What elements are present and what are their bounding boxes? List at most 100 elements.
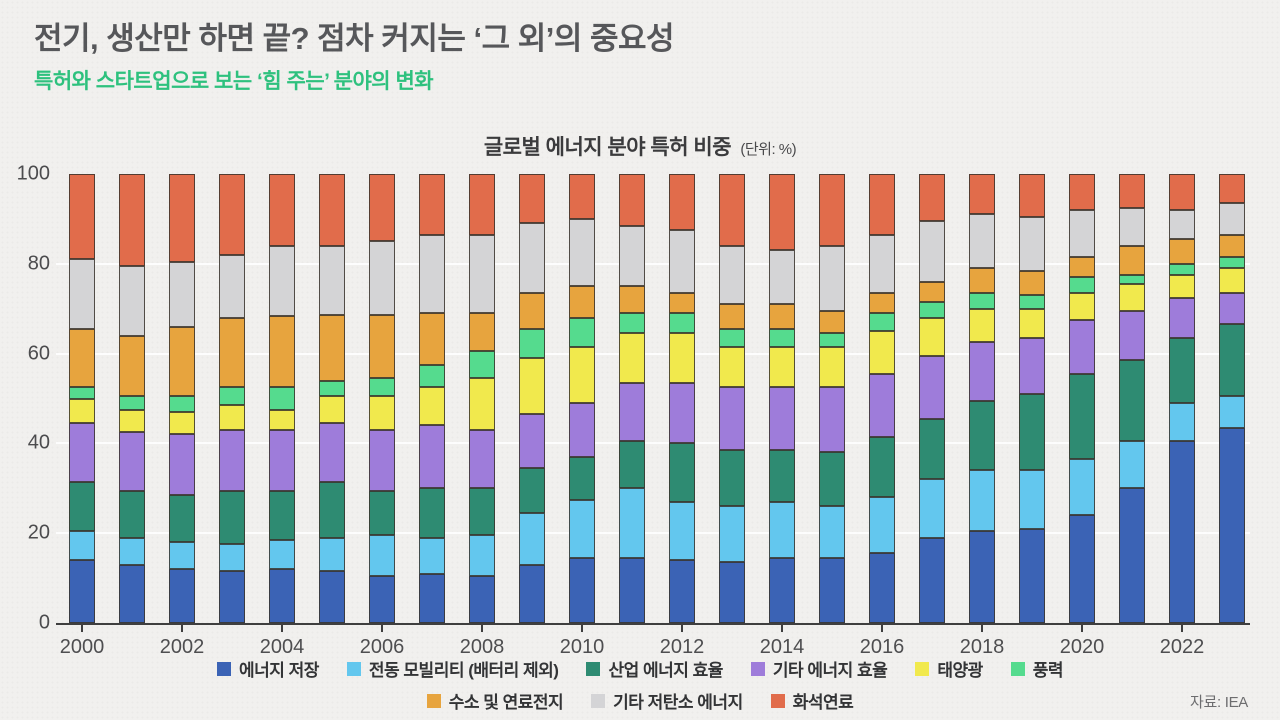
bar-segment [719, 174, 745, 246]
bar-segment [369, 575, 395, 623]
x-axis-label-2018: 2018 [959, 636, 1005, 658]
legend-label: 기타 저탄소 에너지 [613, 693, 743, 712]
legend-item: 수소 및 연료전지 [426, 688, 564, 713]
bar-segment [919, 317, 945, 356]
bar-segment [69, 530, 95, 561]
bar-segment [119, 266, 145, 336]
bar-segment [569, 346, 595, 404]
bar-segment [169, 434, 195, 496]
bar-segment [69, 423, 95, 482]
legend-swatch-icon [591, 693, 606, 708]
bar-segment [669, 501, 695, 561]
x-axis-label-2022: 2022 [1159, 636, 1205, 658]
bar-segment [269, 174, 295, 246]
chart-title: 글로벌 에너지 분야 특허 비중 (단위: %) [0, 131, 1280, 161]
bar-segment [969, 308, 995, 343]
bar-segment [169, 495, 195, 543]
bar-segment [119, 409, 145, 433]
bar-segment [119, 174, 145, 267]
bar-segment [769, 328, 795, 347]
legend-item: 에너지 저장 [216, 656, 319, 681]
x-axis-tick-2014 [781, 625, 783, 632]
bar-segment [419, 387, 445, 426]
bar-segment [1019, 394, 1045, 471]
bar-segment [669, 443, 695, 502]
bar-segment [519, 564, 545, 623]
bar-segment [1019, 174, 1045, 217]
bar-segment [919, 221, 945, 282]
bar-segment [819, 245, 845, 311]
bar-segment [1219, 203, 1245, 235]
bar-segment [1169, 263, 1195, 276]
bar-segment [219, 387, 245, 406]
x-axis-label-2010: 2010 [559, 636, 605, 658]
x-axis-tick-2008 [481, 625, 483, 632]
page-title: 전기, 생산만 하면 끝? 점차 커지는 ‘그 외’의 중요성 [34, 21, 675, 56]
y-axis-label-80: 80 [27, 252, 50, 275]
bar-segment [419, 425, 445, 489]
y-axis-label-60: 60 [27, 342, 50, 365]
bar-segment [69, 398, 95, 424]
bar-segment [869, 174, 895, 235]
bar-segment [319, 380, 345, 397]
bar-segment [1219, 396, 1245, 428]
legend-item: 화석연료 [770, 688, 854, 713]
x-axis-tick-2016 [881, 625, 883, 632]
bar-2000 [69, 174, 95, 623]
bar-segment [869, 293, 895, 314]
bar-segment [1219, 293, 1245, 325]
legend-item: 태양광 [915, 656, 983, 681]
bar-segment [569, 218, 595, 287]
bar-2004 [269, 174, 295, 623]
legend-item: 기타 저탄소 에너지 [591, 688, 743, 713]
gridline-80 [56, 262, 1250, 265]
bar-segment [919, 302, 945, 318]
bar-segment [1069, 209, 1095, 258]
bar-2009 [519, 174, 545, 623]
bar-segment [519, 358, 545, 415]
bar-segment [419, 313, 445, 365]
bar-segment [369, 535, 395, 576]
bar-segment [419, 537, 445, 574]
bar-segment [519, 513, 545, 565]
header: 전기, 생산만 하면 끝? 점차 커지는 ‘그 외’의 중요성 특허와 스타트업… [34, 20, 675, 95]
bar-segment [469, 351, 495, 379]
bar-2010 [569, 174, 595, 623]
bar-segment [1119, 441, 1145, 489]
bar-segment [919, 281, 945, 303]
bar-segment [319, 423, 345, 482]
x-axis-tick-2000 [81, 625, 83, 632]
bar-segment [69, 481, 95, 531]
bar-segment [569, 403, 595, 457]
bar-segment [1069, 293, 1095, 320]
gridline-20 [56, 532, 1250, 535]
bar-segment [219, 429, 245, 491]
bar-segment [969, 214, 995, 269]
legend-swatch-icon [586, 661, 601, 676]
bar-segment [769, 387, 795, 451]
legend-label: 에너지 저장 [238, 661, 319, 680]
bar-segment [1069, 459, 1095, 516]
bar-segment [1019, 308, 1045, 338]
bar-segment [919, 418, 945, 480]
legend-item: 산업 에너지 효율 [586, 656, 723, 681]
bar-segment [869, 497, 895, 554]
bar-segment [269, 569, 295, 623]
bar-segment [419, 573, 445, 623]
x-axis-tick-2010 [581, 625, 583, 632]
bar-segment [1069, 515, 1095, 623]
bar-segment [1219, 324, 1245, 397]
x-axis-tick-2004 [281, 625, 283, 632]
bar-2003 [219, 174, 245, 623]
bar-segment [369, 315, 395, 379]
bar-segment [1119, 488, 1145, 623]
x-axis-tick-2018 [981, 625, 983, 632]
bar-segment [469, 174, 495, 235]
bar-segment [519, 293, 545, 329]
bar-segment [819, 452, 845, 507]
bar-segment [119, 537, 145, 565]
legend-swatch-icon [770, 693, 785, 708]
bar-2023 [1219, 174, 1245, 623]
bar-segment [269, 245, 295, 316]
